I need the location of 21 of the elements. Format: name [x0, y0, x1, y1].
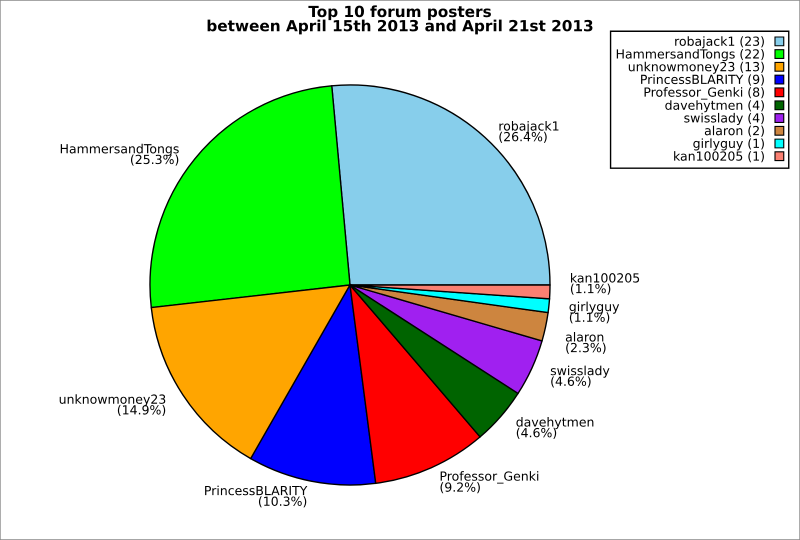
legend-label: swisslady (4) — [684, 112, 764, 126]
legend-label: alaron (2) — [704, 126, 764, 137]
legend-label: davehytmen (4) — [665, 100, 764, 112]
legend-label: PrincessBLARITY (9) — [641, 74, 764, 86]
data-label: swisslady (4.6%) — [550, 366, 610, 388]
legend-label: kan100205 (1) — [674, 151, 764, 162]
data-label: PrincessBLARITY (10.3%) — [205, 486, 308, 508]
data-label: robajack1 (26.4%) — [499, 121, 558, 143]
chart-title: Top 10 forum posters between April 15th 2013 and April 21st 2013 — [208, 5, 592, 34]
data-label: davehytmen (4.6%) — [516, 417, 594, 439]
data-label: HammersandTongs (25.3%) — [60, 144, 179, 166]
data-label: alaron (2.3%) — [566, 332, 606, 354]
legend-label: unknowmoney23 (13) — [628, 62, 764, 74]
legend-label: Professor_Genki (8) — [644, 87, 764, 100]
data-label: Professor_Genki (9.2%) — [440, 471, 538, 494]
legend-label: girlyguy (1) — [693, 138, 764, 150]
data-label: kan100205 (1.1%) — [570, 272, 640, 295]
legend-label: HammersandTongs (22) — [616, 48, 764, 62]
data-label: girlyguy (1.1%) — [570, 302, 620, 324]
legend-label: robajack1 (23) — [675, 36, 764, 48]
data-label: unknowmoney23 (14.9%) — [60, 394, 166, 416]
